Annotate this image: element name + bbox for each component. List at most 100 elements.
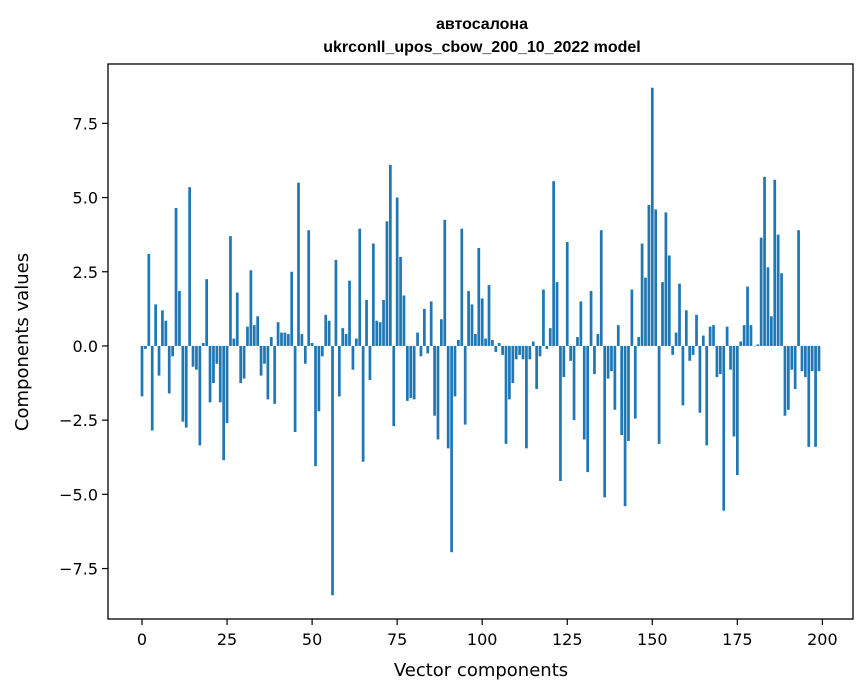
bar-84 [426,345,430,354]
bar-71 [382,299,385,346]
bar-47 [300,334,304,346]
bar-177 [742,325,746,346]
bar-10 [174,207,178,346]
bar-178 [746,286,749,346]
bar-59 [341,328,345,346]
bar-120 [548,328,552,346]
bar-34 [256,316,260,346]
bar-148 [644,277,647,346]
bar-48 [303,345,307,364]
bar-104 [494,345,498,352]
bar-94 [460,228,464,346]
bar-123 [559,345,562,481]
bar-169 [715,345,719,378]
bar-117 [538,345,542,357]
bar-81 [416,332,419,346]
bar-89 [443,219,447,346]
bar-32 [249,270,253,346]
bar-16 [195,345,198,370]
bar-140 [616,325,620,346]
bar-138 [610,345,613,372]
bar-174 [732,345,736,437]
bar-36 [263,345,266,364]
bar-20 [208,345,212,403]
x-tick-label: 175 [722,630,753,649]
bar-171 [722,345,726,511]
bar-185 [769,316,773,346]
bar-113 [525,345,528,449]
bar-158 [678,283,681,346]
x-tick-label: 150 [637,630,668,649]
bar-108 [508,345,511,400]
bar-114 [528,345,532,360]
bar-37 [266,345,270,400]
bar-146 [637,337,641,346]
bar-82 [419,345,423,357]
bar-132 [589,291,593,346]
x-tick-label: 125 [552,630,583,649]
bar-51 [314,345,317,467]
bar-154 [664,212,668,346]
bar-1 [144,345,147,349]
bar-54 [324,314,328,346]
bar-165 [701,335,705,346]
bar-33 [252,325,256,346]
bar-100 [480,298,484,346]
bar-78 [406,345,409,401]
bar-93 [457,340,460,346]
bar-130 [582,345,586,440]
bar-115 [531,341,535,346]
bar-160 [684,310,688,346]
bar-25 [225,345,229,424]
bar-23 [218,345,222,403]
bar-166 [705,345,709,446]
bar-79 [409,345,413,398]
bar-152 [657,345,661,444]
bar-86 [433,345,436,416]
bar-90 [446,345,450,449]
bar-190 [787,345,790,410]
bar-195 [804,345,807,378]
bar-197 [810,345,814,372]
chart-title-line1: автосалона [436,16,528,33]
bar-7 [164,320,168,346]
bar-163 [695,314,698,346]
bar-97 [470,304,474,346]
bar-173 [729,345,732,370]
bar-137 [606,345,610,379]
bar-194 [800,345,804,372]
bar-85 [429,301,433,346]
bar-15 [191,345,195,367]
bar-28 [235,292,239,346]
y-axis-ticks: 7.5 5.0 2.5 0.0 −2.5 −5.0 −7.5 [59,114,108,579]
bar-69 [375,320,379,346]
bar-134 [596,334,600,346]
bar-18 [201,342,205,346]
x-tick-label: 100 [467,630,498,649]
bar-56 [331,345,334,596]
bar-87 [436,345,440,440]
bar-75 [395,197,399,346]
bar-187 [776,234,780,346]
bar-17 [198,345,202,446]
bar-112 [521,345,525,360]
bar-40 [276,322,280,346]
bar-147 [640,243,644,346]
x-tick-label: 200 [807,630,838,649]
bar-5 [157,345,161,376]
bar-88 [440,319,443,346]
bar-191 [790,345,794,370]
chart-title-line2: ukrconll_upos_cbow_200_10_2022 model [323,39,640,56]
bar-107 [504,345,508,444]
bar-142 [623,345,627,507]
bar-11 [178,291,181,346]
bar-196 [807,345,811,447]
x-axis-ticks: 0 25 50 75 100 125 150 175 200 [137,619,838,649]
bar-21 [212,345,215,384]
bar-129 [579,301,583,346]
bar-9 [171,345,174,357]
bar-22 [215,345,219,364]
bar-176 [739,341,743,346]
bar-92 [453,345,457,397]
bar-42 [283,332,287,346]
